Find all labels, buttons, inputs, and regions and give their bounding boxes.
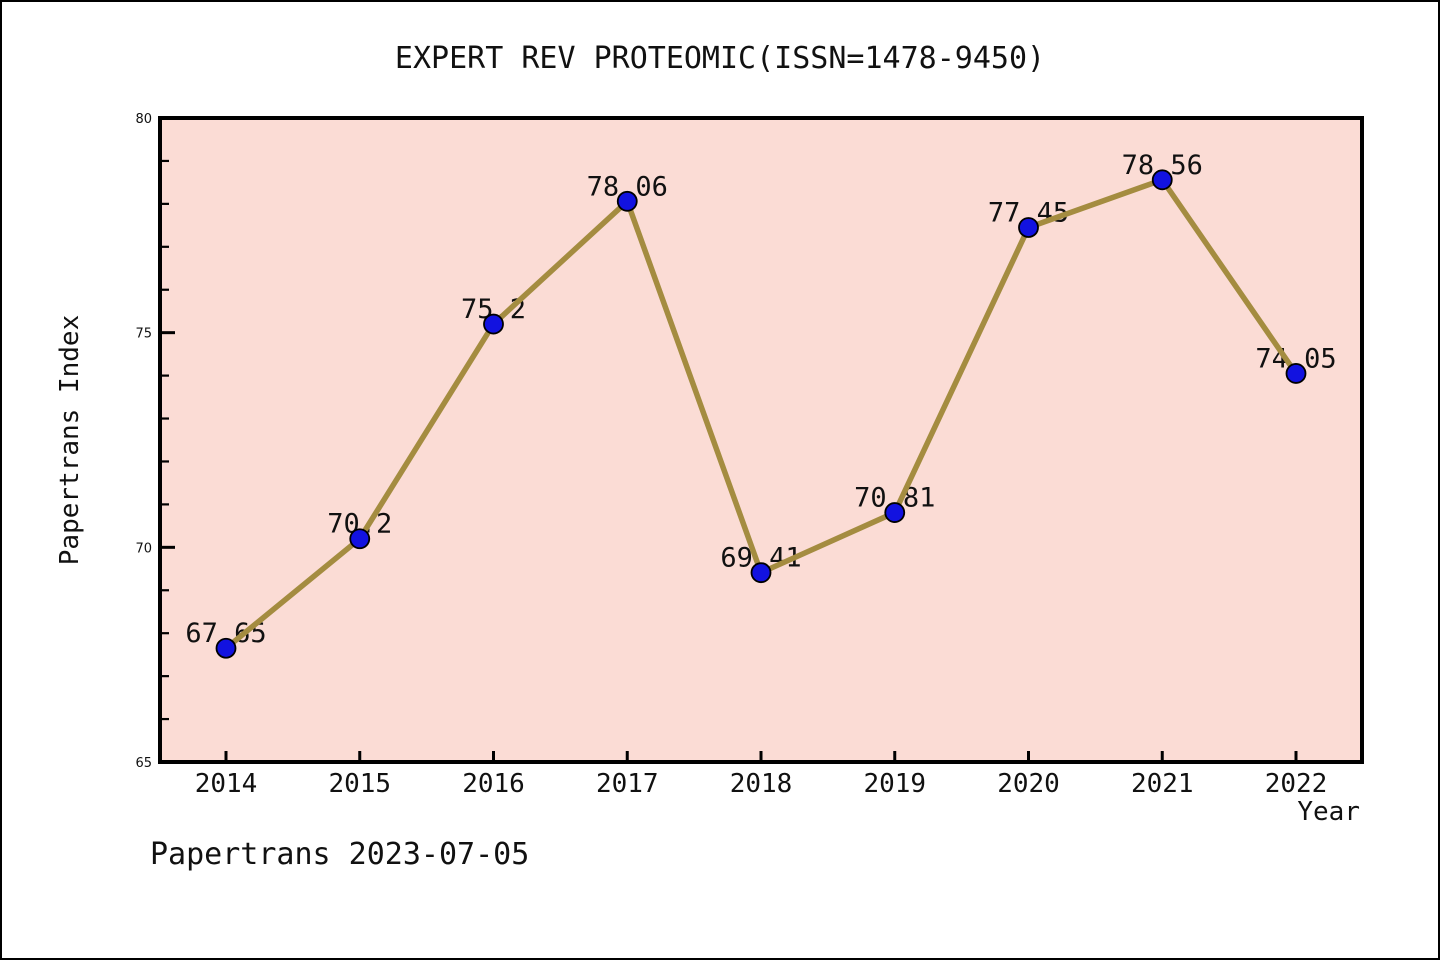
data-point <box>616 190 638 212</box>
footer-watermark: Papertrans 2023-07-05 <box>150 837 529 872</box>
x-tick-label: 2022 <box>1265 769 1328 799</box>
x-tick-label: 2021 <box>1131 769 1194 799</box>
y-axis-label: Papertrans Index <box>55 315 85 565</box>
x-axis-label: Year <box>1297 797 1360 827</box>
x-tick-label: 2017 <box>596 769 659 799</box>
plot-background <box>160 118 1362 762</box>
data-point <box>1285 363 1307 384</box>
x-tick-label: 2016 <box>462 769 525 799</box>
x-tick-label: 2019 <box>863 769 926 799</box>
x-tick-label: 2015 <box>328 769 391 799</box>
plot-border <box>158 116 1364 764</box>
data-point <box>750 562 772 584</box>
x-tick-label: 2014 <box>195 769 258 799</box>
y-tick-label: 70 <box>135 541 152 556</box>
x-tick-label: 2020 <box>997 769 1060 799</box>
y-tick-label: 80 <box>135 112 152 127</box>
data-point <box>483 313 504 335</box>
data-point <box>884 502 906 523</box>
data-point <box>215 637 237 659</box>
x-tick-label: 2018 <box>730 769 793 799</box>
chart-title: EXPERT REV PROTEOMIC(ISSN=1478-9450) <box>395 41 1045 76</box>
y-tick-label: 75 <box>135 327 152 342</box>
data-point <box>1151 169 1173 191</box>
data-point <box>349 528 371 550</box>
y-tick-label: 65 <box>135 756 152 771</box>
data-point <box>1018 217 1039 238</box>
